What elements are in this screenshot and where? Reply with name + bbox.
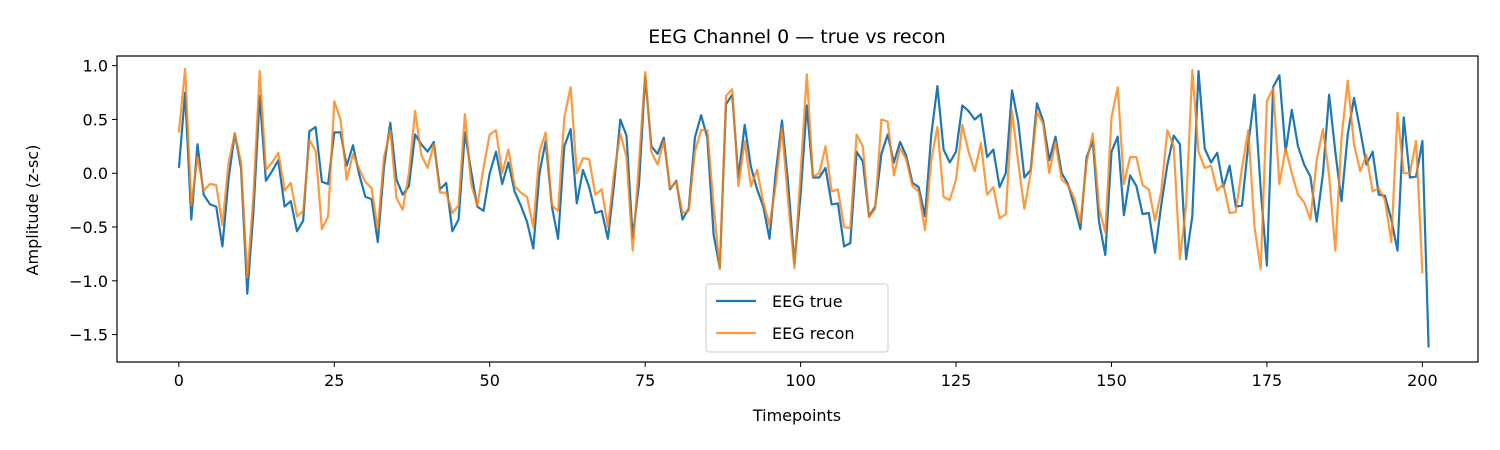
- x-tick-label: 150: [1096, 371, 1127, 390]
- chart-title: EEG Channel 0 — true vs recon: [648, 26, 945, 48]
- legend-label: EEG recon: [772, 324, 855, 343]
- x-tick-label: 0: [174, 371, 184, 390]
- y-tick-label: −0.5: [69, 218, 108, 237]
- x-tick-label: 175: [1252, 371, 1283, 390]
- y-axis: 1.0 0.5 0.0 −0.5 −1.0 −1.5: [69, 57, 117, 345]
- plot-frame: [116, 55, 1479, 363]
- y-tick-label: 0.0: [83, 164, 108, 183]
- series-layer: [177, 67, 1430, 348]
- x-tick-label: 100: [785, 371, 816, 390]
- x-axis: 0 25 50 75 100 125 150 175 200: [174, 362, 1438, 390]
- x-tick-label: 50: [480, 371, 500, 390]
- x-axis-label: Timepoints: [752, 406, 841, 425]
- legend-label: EEG true: [772, 292, 843, 311]
- x-tick-label: 200: [1407, 371, 1438, 390]
- legend: EEG true EEG recon: [705, 283, 889, 353]
- x-tick-label: 25: [324, 371, 344, 390]
- y-tick-label: 0.5: [83, 110, 108, 129]
- x-tick-label: 75: [635, 371, 655, 390]
- y-tick-label: 1.0: [83, 57, 108, 76]
- x-tick-label: 125: [941, 371, 972, 390]
- y-tick-label: −1.0: [69, 272, 108, 291]
- series-line-eeg-recon: [177, 67, 1424, 279]
- y-axis-label: Amplitude (z-sc): [23, 145, 42, 276]
- y-tick-label: −1.5: [69, 326, 108, 345]
